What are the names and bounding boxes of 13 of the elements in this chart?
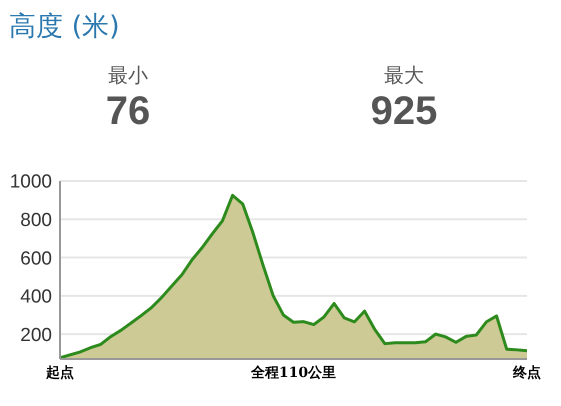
- x-tick-label: 起点: [45, 364, 74, 381]
- y-tick-label: 400: [20, 286, 52, 308]
- text: 最小: [107, 62, 149, 89]
- text: 925: [370, 89, 438, 133]
- x-tick-label: 全程110公里: [250, 364, 336, 381]
- x-tick-label: 终点: [512, 364, 541, 381]
- y-tick-label: 200: [20, 324, 52, 346]
- text: 最大: [383, 62, 425, 89]
- y-tick-label: 1000: [10, 172, 52, 193]
- y-tick-label: 800: [20, 210, 52, 232]
- text: 76: [104, 89, 152, 133]
- y-tick-label: 600: [20, 248, 52, 270]
- chart-title: 高度 (米): [9, 10, 120, 44]
